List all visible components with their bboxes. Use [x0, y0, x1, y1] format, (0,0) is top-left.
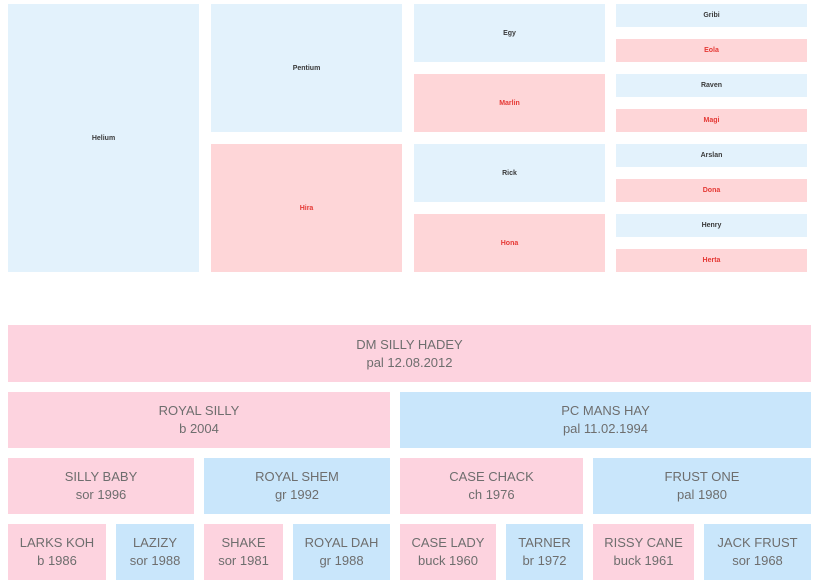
horse-name: TARNER — [518, 535, 571, 550]
node-label: Helium — [91, 134, 116, 142]
horse-detail: ch 1976 — [468, 487, 515, 502]
pedigree-node-dam-dam[interactable]: FRUST ONE pal 1980 — [593, 458, 811, 514]
horse-detail: sor 1996 — [75, 487, 127, 502]
horse-detail: buck 1960 — [417, 553, 478, 568]
node-label: Arslan — [700, 152, 723, 159]
treemap-node-hona[interactable]: Hona — [414, 214, 605, 272]
node-label: Hira — [299, 204, 314, 212]
pedigree-node-sds[interactable]: SHAKE sor 1981 — [204, 524, 283, 580]
node-label: Hona — [500, 239, 519, 247]
pedigree-node-ssd[interactable]: LAZIZY sor 1988 — [116, 524, 194, 580]
node-label: Eola — [704, 47, 719, 54]
pedigree-node-ddd[interactable]: JACK FRUST sor 1968 — [704, 524, 811, 580]
horse-detail: br 1972 — [522, 553, 567, 568]
treemap-node-arslan[interactable]: Arslan — [616, 144, 807, 167]
node-label: Marlin — [499, 99, 520, 107]
pedigree-node-sire-dam[interactable]: ROYAL SHEM gr 1992 — [204, 458, 390, 514]
treemap-node-helium[interactable]: Helium — [8, 4, 199, 272]
pedigree-node-sire-sire[interactable]: SILLY BABY sor 1996 — [8, 458, 194, 514]
node-label: Magi — [703, 117, 720, 124]
node-label: Egy — [503, 29, 516, 37]
horse-name: RISSY CANE — [604, 535, 683, 550]
horse-name: CASE LADY — [411, 535, 485, 550]
horse-name: PC MANS HAY — [561, 403, 650, 418]
node-label: Dona — [702, 187, 721, 194]
horse-name: CASE CHACK — [449, 469, 534, 484]
node-label: Rick — [502, 169, 517, 177]
treemap-node-gribi[interactable]: Gribi — [616, 4, 807, 27]
horse-detail: gr 1992 — [274, 487, 320, 502]
pedigree-node-dsd[interactable]: TARNER br 1972 — [506, 524, 583, 580]
horse-name: FRUST ONE — [664, 469, 740, 484]
treemap-node-pentium[interactable]: Pentium — [211, 4, 402, 132]
horse-detail: sor 1968 — [732, 553, 783, 568]
horse-name: SHAKE — [221, 535, 266, 550]
horse-name: SILLY BABY — [64, 469, 138, 484]
pedigree-node-dam[interactable]: PC MANS HAY pal 11.02.1994 — [400, 392, 811, 448]
horse-detail: sor 1981 — [218, 553, 269, 568]
pedigree-node-sdd[interactable]: ROYAL DAH gr 1988 — [293, 524, 390, 580]
horse-detail: gr 1988 — [319, 553, 364, 568]
horse-detail: pal 1980 — [677, 487, 727, 502]
treemap-node-hira[interactable]: Hira — [211, 144, 402, 272]
pedigree-node-dss[interactable]: CASE LADY buck 1960 — [400, 524, 496, 580]
treemap-node-egy[interactable]: Egy — [414, 4, 605, 62]
node-label: Pentium — [292, 64, 321, 72]
horse-detail: b 2004 — [179, 421, 219, 436]
node-label: Raven — [700, 82, 722, 89]
pedigree-node-dds[interactable]: RISSY CANE buck 1961 — [593, 524, 694, 580]
node-label: Henry — [701, 222, 722, 229]
pedigree-node-root[interactable]: DM SILLY HADEY pal 12.08.2012 — [8, 325, 811, 382]
horse-name: DM SILLY HADEY — [356, 336, 463, 352]
pedigree-node-sire[interactable]: ROYAL SILLY b 2004 — [8, 392, 390, 448]
horse-name: ROYAL DAH — [304, 535, 379, 550]
horse-detail: b 1986 — [37, 553, 77, 568]
node-label: Gribi — [703, 12, 720, 19]
treemap-node-marlin[interactable]: Marlin — [414, 74, 605, 132]
horse-name: ROYAL SILLY — [158, 403, 240, 418]
horse-detail: sor 1988 — [129, 553, 181, 568]
pedigree-node-sss[interactable]: LARKS KOH b 1986 — [8, 524, 106, 580]
treemap-node-herta[interactable]: Herta — [616, 249, 807, 272]
treemap-node-raven[interactable]: Raven — [616, 74, 807, 97]
horse-detail: pal 11.02.1994 — [562, 421, 649, 436]
node-label: Herta — [702, 257, 721, 264]
pedigree-node-dam-sire[interactable]: CASE CHACK ch 1976 — [400, 458, 583, 514]
treemap-node-magi[interactable]: Magi — [616, 109, 807, 132]
horse-name: LAZIZY — [132, 535, 178, 550]
horse-detail: buck 1961 — [613, 553, 674, 568]
treemap-node-rick[interactable]: Rick — [414, 144, 605, 202]
horse-name: JACK FRUST — [717, 535, 798, 550]
horse-name: LARKS KOH — [19, 535, 95, 550]
horse-name: ROYAL SHEM — [255, 469, 339, 484]
horse-detail: pal 12.08.2012 — [366, 354, 453, 370]
treemap-node-henry[interactable]: Henry — [616, 214, 807, 237]
treemap-node-eola[interactable]: Eola — [616, 39, 807, 62]
treemap-node-dona[interactable]: Dona — [616, 179, 807, 202]
